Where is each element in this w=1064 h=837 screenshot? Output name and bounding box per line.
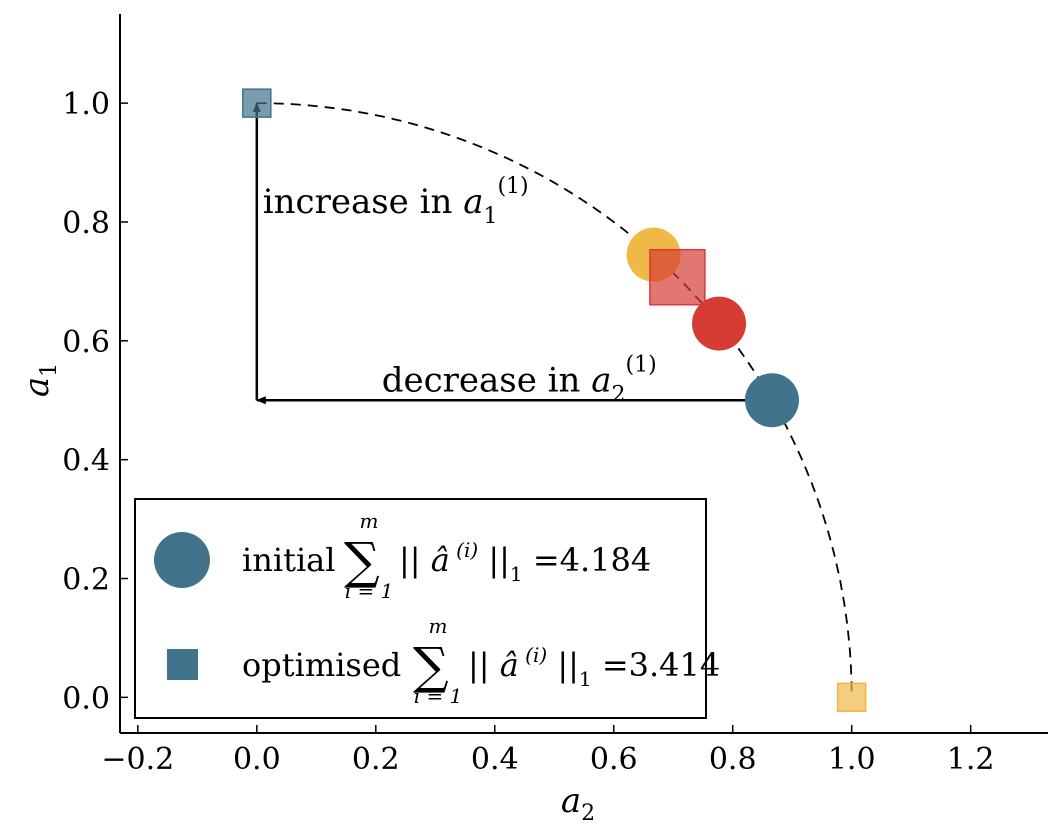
x-tick-label: 1.2 xyxy=(947,742,995,777)
y-axis-label: a1 xyxy=(17,363,62,397)
x-axis-label: a2 xyxy=(561,781,595,826)
y-ticks: 0.0 0.2 0.4 0.6 0.8 1.0 xyxy=(62,87,128,716)
x-tick-label: 0.8 xyxy=(709,742,757,777)
point-layer xyxy=(242,88,867,713)
x-tick-label: 0.2 xyxy=(352,742,400,777)
legend-sum-top: m xyxy=(360,509,379,533)
annotation-layer: decrease in a2(1) increase in a1(1) xyxy=(263,174,657,407)
x-ticks: −0.2 0.0 0.2 0.4 0.6 0.8 1.0 1.2 xyxy=(101,725,995,777)
x-tick-label: 0.0 xyxy=(233,742,281,777)
legend-norm: || â (i) ||1 =3.414 xyxy=(468,643,720,691)
initial-point xyxy=(744,373,799,428)
initial-point xyxy=(692,296,747,351)
optimised-point xyxy=(649,248,706,306)
annotation-text: decrease in a2(1) xyxy=(382,352,657,407)
arrow-layer xyxy=(252,102,772,405)
y-tick-label: 0.2 xyxy=(62,563,110,598)
legend-sum-sign: ∑ xyxy=(344,532,380,590)
x-tick-label: 0.4 xyxy=(471,742,519,777)
legend-marker-square xyxy=(167,649,198,680)
optimised-point xyxy=(836,682,867,713)
optimised-point xyxy=(242,88,272,118)
x-tick-label: 1.0 xyxy=(828,742,876,777)
y-tick-label: 0.6 xyxy=(62,325,110,360)
annotation-text: increase in a1(1) xyxy=(263,174,529,229)
y-tick-label: 1.0 xyxy=(62,87,110,122)
y-tick-label: 0.8 xyxy=(62,206,110,241)
legend-norm: || â (i) ||1 =4.184 xyxy=(399,538,651,586)
legend-frame xyxy=(134,498,707,719)
legend-sum-sign: ∑ xyxy=(413,637,449,695)
y-tick-label: 0.0 xyxy=(62,681,110,716)
legend-sum-bottom: i = 1 xyxy=(345,579,394,603)
legend-sum-bottom: i = 1 xyxy=(414,684,463,708)
legend-sum-top: m xyxy=(429,614,448,638)
legend-marker-circle xyxy=(154,532,210,588)
x-tick-label: −0.2 xyxy=(101,742,174,777)
legend-label: optimised xyxy=(242,646,401,684)
y-tick-label: 0.4 xyxy=(62,444,110,479)
x-tick-label: 0.6 xyxy=(590,742,638,777)
legend-label: initial xyxy=(242,541,335,579)
